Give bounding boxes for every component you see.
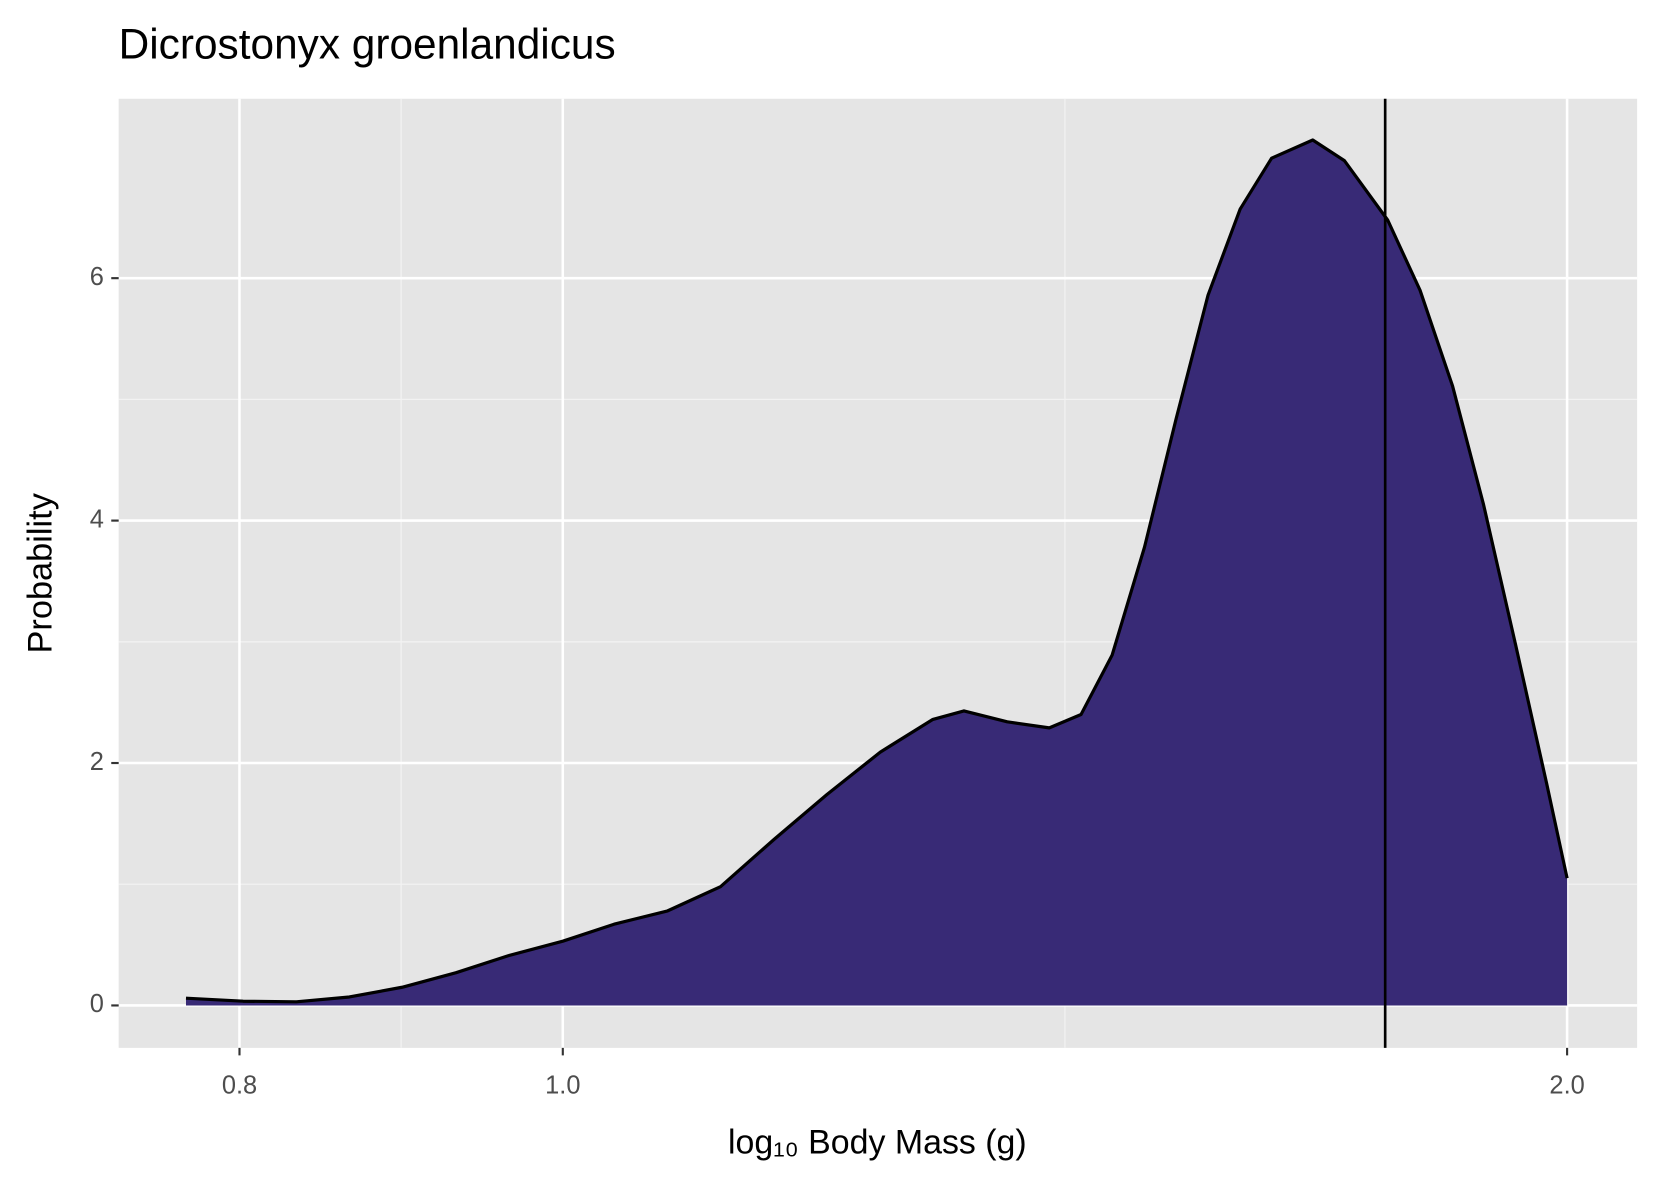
y-tick-label: 2 <box>90 748 104 776</box>
y-tick-label: 0 <box>90 990 104 1018</box>
density-line <box>185 138 1569 1004</box>
y-axis-title: Probability <box>22 493 60 653</box>
density-area <box>185 139 1568 1006</box>
x-tick-label: 0.8 <box>222 1071 257 1099</box>
y-tick-label: 6 <box>90 263 104 291</box>
x-tick-label: 2.0 <box>1549 1071 1584 1099</box>
x-tick-label: 1.0 <box>545 1071 580 1099</box>
x-axis-title: log₁₀ Body Mass (g) <box>728 1123 1027 1161</box>
y-tick-label: 4 <box>90 505 104 533</box>
chart-title: Dicrostonyx groenlandicus <box>119 20 616 68</box>
